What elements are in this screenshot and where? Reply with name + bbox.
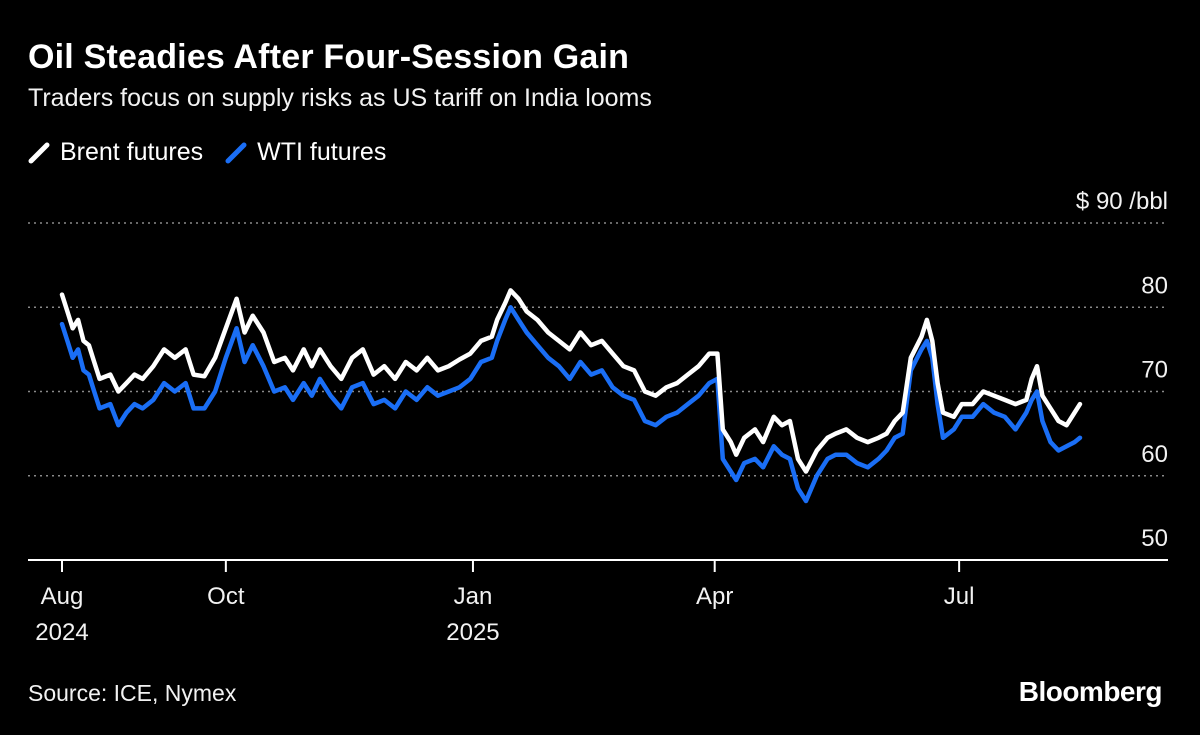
y-tick-label: 50 xyxy=(1141,525,1168,552)
y-tick-label: 80 xyxy=(1141,272,1168,299)
bloomberg-logo: Bloomberg xyxy=(1018,676,1163,707)
source-note: Source: ICE, Nymex xyxy=(28,680,237,706)
legend-label-wti: WTI futures xyxy=(257,138,387,166)
chart-title: Oil Steadies After Four-Session Gain xyxy=(28,38,630,76)
series-line-brent-futures xyxy=(59,288,1083,474)
series-line-wti-futures xyxy=(59,305,1083,504)
x-tick-label: Jul xyxy=(944,583,975,610)
legend-item-brent: Brent futures xyxy=(28,138,203,167)
legend-item-wti: WTI futures xyxy=(225,138,386,167)
x-tick-year-label: 2025 xyxy=(446,619,499,646)
y-tick-label: 60 xyxy=(1141,441,1168,468)
grid-layer: $ 90 /bbl 80 70 60 50 xyxy=(28,188,1168,552)
legend-label-brent: Brent futures xyxy=(60,138,204,166)
x-tick-label: Apr xyxy=(696,583,733,610)
series-layer xyxy=(59,288,1083,504)
y-tick-label: 70 xyxy=(1141,357,1168,384)
x-axis: Aug 2024 Oct Jan 2025 Apr Jul xyxy=(28,559,1168,646)
x-tick-year-label: 2024 xyxy=(35,619,88,646)
legend: Brent futures WTI futures xyxy=(28,138,386,167)
brent-swatch-icon xyxy=(28,142,50,163)
x-tick-label: Aug xyxy=(41,583,84,610)
wti-swatch-icon xyxy=(225,142,247,163)
y-tick-label: $ 90 /bbl xyxy=(1076,188,1168,215)
x-tick-label: Jan xyxy=(454,583,493,610)
chart-subtitle: Traders focus on supply risks as US tari… xyxy=(28,84,652,112)
x-tick-label: Oct xyxy=(207,583,245,610)
